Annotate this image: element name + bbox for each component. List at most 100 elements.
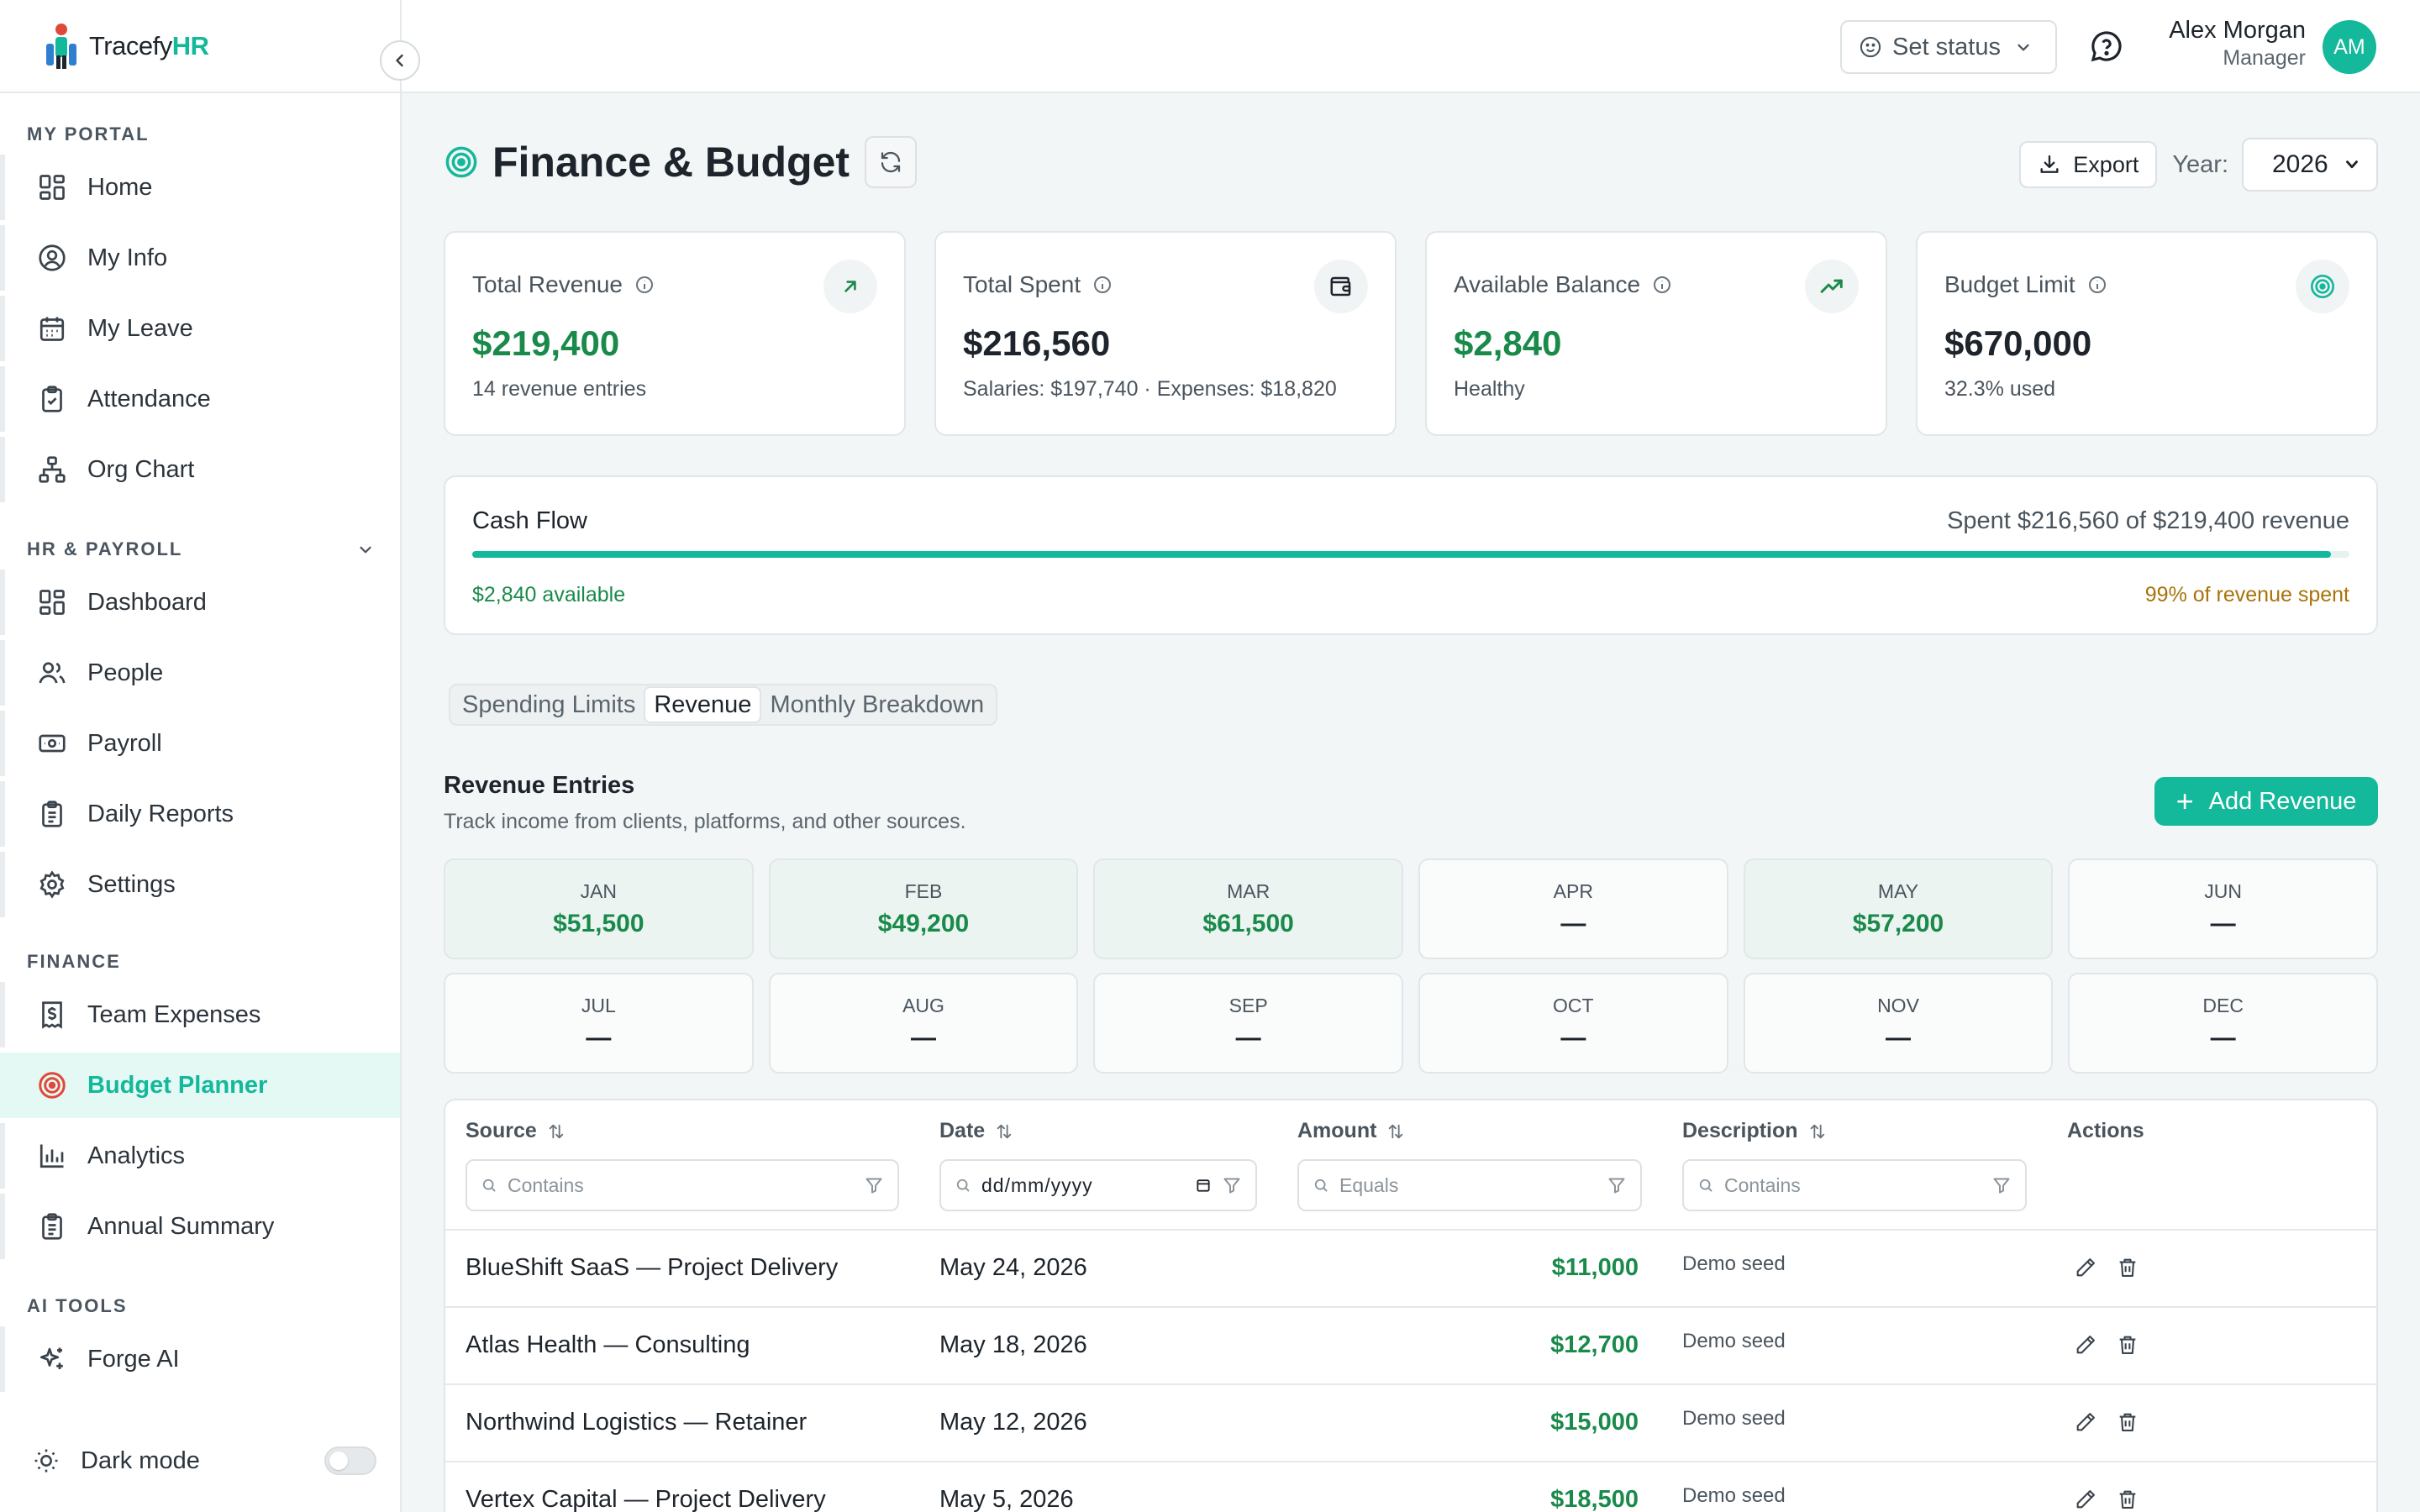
sidebar-item-dashboard[interactable]: Dashboard [0, 570, 400, 635]
trash-icon[interactable] [2116, 1488, 2139, 1511]
cell-source: Northwind Logistics — Retainer [466, 1409, 808, 1436]
add-revenue-label: Add Revenue [2208, 787, 2357, 815]
sidebar-item-annual-summary[interactable]: Annual Summary [0, 1194, 400, 1259]
cash-flow-progress-fill [472, 551, 2331, 558]
filter-icon[interactable] [864, 1175, 884, 1195]
dark-mode-toggle[interactable] [324, 1446, 376, 1475]
sidebar-item-settings[interactable]: Settings [0, 852, 400, 917]
card-value: $219,400 [472, 323, 620, 363]
trash-icon[interactable] [2116, 1410, 2139, 1434]
tab-spending-limits[interactable]: Spending Limits [462, 690, 636, 718]
month-card-feb[interactable]: FEB $49,200 [768, 858, 1079, 959]
card-subtext: 14 revenue entries [472, 377, 647, 401]
edit-pencil-icon[interactable] [2074, 1488, 2097, 1511]
month-name: MAY [1877, 879, 1919, 902]
cell-description: Demo seed [1682, 1484, 1786, 1507]
add-revenue-button[interactable]: + Add Revenue [2154, 777, 2378, 826]
avatar[interactable]: AM [2323, 20, 2376, 74]
column-header-description[interactable]: Description [1682, 1119, 1827, 1143]
source-filter-input[interactable]: Contains [466, 1159, 899, 1211]
column-header-amount[interactable]: Amount [1297, 1119, 1405, 1143]
card-value: $670,000 [1944, 323, 2092, 363]
logo[interactable]: TracefyHR [0, 0, 420, 93]
collapse-sidebar-button[interactable] [380, 40, 420, 81]
month-card-mar[interactable]: MAR $61,500 [1093, 858, 1403, 959]
month-card-oct[interactable]: OCT — [1418, 973, 1728, 1074]
column-header-label: Amount [1297, 1119, 1377, 1142]
filter-icon[interactable] [1991, 1175, 2012, 1195]
sidebar-item-my-info[interactable]: My Info [0, 225, 400, 291]
export-button[interactable]: Export [2019, 141, 2158, 188]
month-card-apr[interactable]: APR — [1418, 858, 1728, 959]
filter-placeholder: Contains [508, 1173, 584, 1196]
card-icon-badge [1805, 260, 1859, 313]
card-icon-badge [823, 260, 877, 313]
section-title-hr-payroll[interactable]: HR & PAYROLL [0, 533, 400, 566]
cell-date: May 18, 2026 [939, 1331, 1087, 1358]
amount-filter-input[interactable]: Equals [1297, 1159, 1642, 1211]
cell-date: May 5, 2026 [939, 1486, 1074, 1512]
month-card-nov[interactable]: NOV — [1743, 973, 2054, 1074]
tab-revenue[interactable]: Revenue [644, 686, 762, 723]
column-header-date[interactable]: Date [939, 1119, 1013, 1143]
column-header-source[interactable]: Source [466, 1119, 566, 1143]
user-info[interactable]: Alex Morgan Manager [2169, 17, 2306, 71]
table-row[interactable]: BlueShift SaaS — Project Delivery May 24… [445, 1229, 2376, 1306]
sidebar-item-daily-reports[interactable]: Daily Reports [0, 781, 400, 847]
cell-amount: $12,700 [1550, 1331, 1639, 1358]
sidebar-item-analytics[interactable]: Analytics [0, 1123, 400, 1189]
info-icon[interactable] [634, 275, 655, 295]
table-row[interactable]: Atlas Health — Consulting May 18, 2026 $… [445, 1306, 2376, 1383]
sidebar-item-my-leave[interactable]: My Leave [0, 296, 400, 361]
sidebar-item-people[interactable]: People [0, 640, 400, 706]
month-card-jan[interactable]: JAN $51,500 [444, 858, 754, 959]
sidebar-item-org-chart[interactable]: Org Chart [0, 437, 400, 502]
kpi-card-total-spent: Total Spent $216,560 Salaries: $197,740 … [934, 231, 1397, 436]
month-value: $51,500 [553, 909, 644, 937]
info-icon[interactable] [1092, 275, 1113, 295]
filter-icon[interactable] [1607, 1175, 1627, 1195]
sidebar-item-home[interactable]: Home [0, 155, 400, 220]
refresh-button[interactable] [865, 136, 918, 188]
month-card-aug[interactable]: AUG — [768, 973, 1079, 1074]
cash-flow-panel: Cash Flow Spent $216,560 of $219,400 rev… [444, 475, 2378, 635]
nav-section-ai-tools: AI TOOLS Forge AI [0, 1289, 400, 1397]
trash-icon[interactable] [2116, 1256, 2139, 1279]
table-row[interactable]: Northwind Logistics — Retainer May 12, 2… [445, 1383, 2376, 1461]
column-header-label: Actions [2067, 1119, 2144, 1142]
tab-monthly-breakdown[interactable]: Monthly Breakdown [770, 690, 985, 718]
month-value: $61,500 [1202, 909, 1294, 937]
refresh-icon [881, 151, 901, 173]
target-icon [39, 1072, 66, 1099]
edit-pencil-icon[interactable] [2074, 1410, 2097, 1434]
edit-pencil-icon[interactable] [2074, 1256, 2097, 1279]
description-filter-input[interactable]: Contains [1682, 1159, 2027, 1211]
card-label-text: Total Spent [963, 271, 1081, 297]
target-icon [2311, 275, 2334, 298]
month-card-sep[interactable]: SEP — [1093, 973, 1403, 1074]
month-card-jul[interactable]: JUL — [444, 973, 754, 1074]
filter-icon[interactable] [1222, 1175, 1242, 1195]
card-value: $2,840 [1454, 323, 1562, 363]
month-card-may[interactable]: MAY $57,200 [1743, 858, 2054, 959]
info-icon[interactable] [2087, 275, 2107, 295]
trash-icon[interactable] [2116, 1333, 2139, 1357]
sidebar-item-attendance[interactable]: Attendance [0, 366, 400, 432]
month-name: MAR [1227, 879, 1270, 902]
cash-flow-title: Cash Flow [472, 507, 587, 534]
calendar-icon[interactable] [1195, 1177, 1212, 1194]
date-filter-input[interactable]: dd/mm/yyyy [939, 1159, 1257, 1211]
help-button[interactable] [2089, 29, 2124, 64]
month-card-dec[interactable]: DEC — [2068, 973, 2378, 1074]
edit-pencil-icon[interactable] [2074, 1333, 2097, 1357]
sidebar-item-budget-planner[interactable]: Budget Planner [0, 1053, 400, 1118]
sidebar-item-payroll[interactable]: Payroll [0, 711, 400, 776]
year-select[interactable]: 2026 [2242, 138, 2378, 192]
info-icon[interactable] [1652, 275, 1672, 295]
sidebar-item-label: My Leave [87, 314, 193, 342]
sidebar-item-forge-ai[interactable]: Forge AI [0, 1326, 400, 1392]
table-row[interactable]: Vertex Capital — Project Delivery May 5,… [445, 1461, 2376, 1512]
sidebar-item-team-expenses[interactable]: Team Expenses [0, 982, 400, 1047]
set-status-button[interactable]: Set status [1840, 20, 2057, 74]
month-card-jun[interactable]: JUN — [2068, 858, 2378, 959]
